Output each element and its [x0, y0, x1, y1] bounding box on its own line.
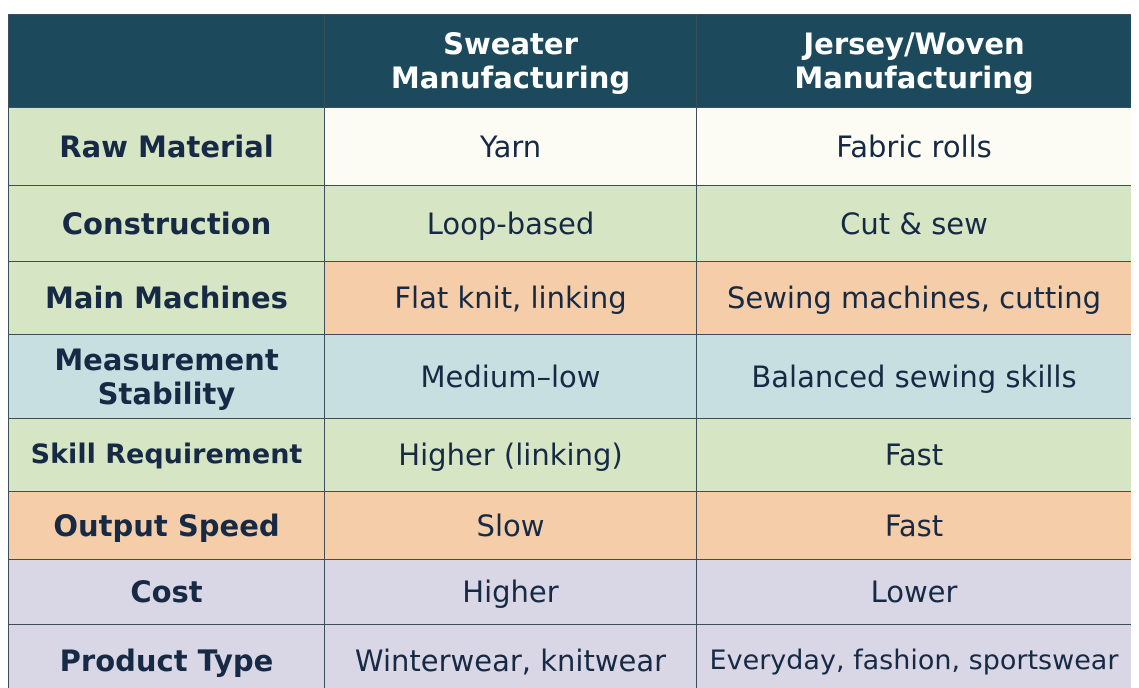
- comparison-table: Sweater Manufacturing Jersey/Woven Manuf…: [8, 14, 1131, 688]
- row: Main Machines Flat knit, linking Sewing …: [8, 261, 1131, 335]
- cell: Yarn: [324, 107, 697, 186]
- header-text: Jersey/Woven Manufacturing: [794, 27, 1034, 95]
- cell: Balanced sewing skills: [696, 334, 1131, 419]
- row-label: Cost: [8, 559, 325, 625]
- row: Skill Requirement Higher (linking) Fast: [8, 418, 1131, 492]
- row: Construction Loop-based Cut & sew: [8, 185, 1131, 262]
- row-label: Product Type: [8, 624, 325, 688]
- row-label: Raw Material: [8, 107, 325, 186]
- row-label: Measurement Stability: [8, 334, 325, 419]
- row: Output Speed Slow Fast: [8, 491, 1131, 560]
- row-label-text: Measurement Stability: [54, 342, 279, 411]
- cell: Higher: [324, 559, 697, 625]
- cell: Fast: [696, 418, 1131, 492]
- row: Cost Higher Lower: [8, 559, 1131, 625]
- cell: Cut & sew: [696, 185, 1131, 262]
- cell: Medium–low: [324, 334, 697, 419]
- cell: Winterwear, knitwear: [324, 624, 697, 688]
- header-text: Sweater Manufacturing: [390, 27, 631, 95]
- row-label: Output Speed: [8, 491, 325, 560]
- row-label: Main Machines: [8, 261, 325, 335]
- row: Measurement Stability Medium–low Balance…: [8, 334, 1131, 419]
- cell: Sewing machines, cutting: [696, 261, 1131, 335]
- cell: Slow: [324, 491, 697, 560]
- cell: Higher (linking): [324, 418, 697, 492]
- cell: Flat knit, linking: [324, 261, 697, 335]
- cell: Everyday, fashion, sportswear: [696, 624, 1131, 688]
- header-row: Sweater Manufacturing Jersey/Woven Manuf…: [8, 14, 1131, 108]
- row-label: Construction: [8, 185, 325, 262]
- comparison-table-container: Sweater Manufacturing Jersey/Woven Manuf…: [8, 14, 1131, 688]
- row-label: Skill Requirement: [8, 418, 325, 492]
- cell: Loop-based: [324, 185, 697, 262]
- row: Product Type Winterwear, knitwear Everyd…: [8, 624, 1131, 688]
- header-cell: Jersey/Woven Manufacturing: [696, 14, 1131, 108]
- cell: Lower: [696, 559, 1131, 625]
- cell: Fast: [696, 491, 1131, 560]
- cell: Fabric rolls: [696, 107, 1131, 186]
- row: Raw Material Yarn Fabric rolls: [8, 107, 1131, 186]
- header-corner: [8, 14, 325, 108]
- header-cell: Sweater Manufacturing: [324, 14, 697, 108]
